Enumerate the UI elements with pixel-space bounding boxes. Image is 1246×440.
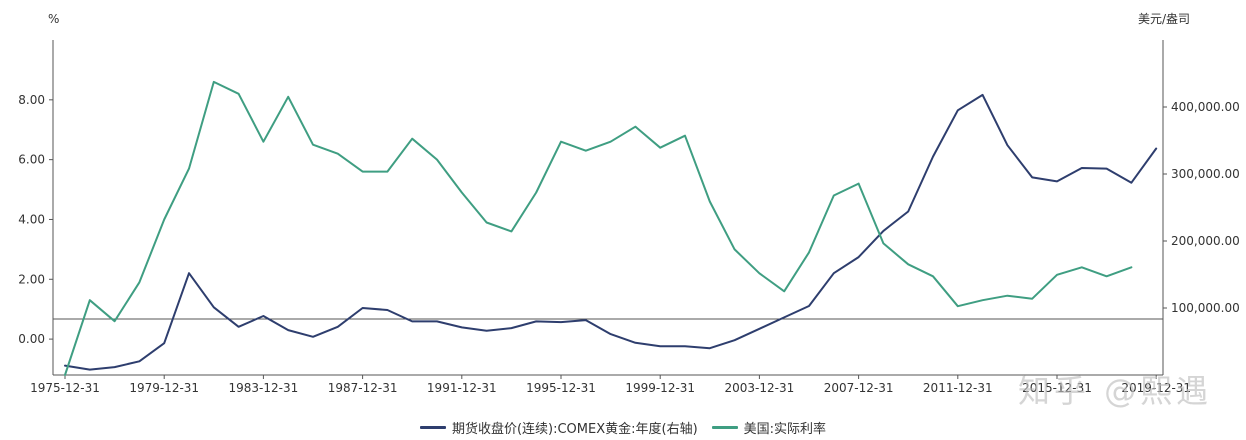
x-tick-label: 2007-12-31 [824,381,894,395]
x-tick-label: 1999-12-31 [625,381,695,395]
legend-label-gold: 期货收盘价(连续):COMEX黄金:年度(右轴) [451,421,698,437]
left-axis-ticks: 0.00 2.00 4.00 6.00 8.00 [18,93,53,346]
legend-item-real-rate[interactable]: 美国:实际利率 [711,418,827,437]
x-tick-label: 1987-12-31 [328,381,398,395]
right-axis-unit: 美元/盎司 [1138,12,1190,26]
right-tick-label: 400,000.00 [1171,100,1240,114]
legend-label-real-rate: 美国:实际利率 [743,421,827,437]
right-tick-label: 100,000.00 [1171,301,1240,315]
left-tick-label: 0.00 [18,332,45,346]
left-tick-label: 4.00 [18,212,45,226]
legend: 期货收盘价(连续):COMEX黄金:年度(右轴) 美国:实际利率 [0,416,1246,438]
x-axis-ticks: 1975-12-31 1979-12-31 1983-12-31 1987-12-31… [30,374,1191,395]
x-tick-label: 2011-12-31 [923,381,993,395]
right-tick-label: 200,000.00 [1171,234,1240,248]
series-layer [64,80,1158,376]
legend-swatch-real-rate [711,425,738,429]
right-tick-label: 300,000.00 [1171,167,1240,181]
watermark: 知乎 @熙遇 [1018,372,1213,410]
left-tick-label: 6.00 [18,153,45,167]
x-tick-label: 2003-12-31 [725,381,795,395]
left-tick-label: 2.00 [18,272,45,286]
legend-swatch-gold [419,425,446,429]
x-tick-label: 2015-12-31 [1022,381,1092,395]
series-line-gold [64,93,1158,371]
x-tick-label: 1991-12-31 [427,381,497,395]
x-tick-label: 1983-12-31 [229,381,299,395]
legend-item-gold[interactable]: 期货收盘价(连续):COMEX黄金:年度(右轴) [419,418,698,437]
series-line-real-rate [64,80,1133,376]
right-axis-ticks: 100,000.00 200,000.00 300,000.00 400,000.00 [1163,100,1240,315]
x-tick-label: 1995-12-31 [526,381,596,395]
x-tick-label: 1975-12-31 [30,381,100,395]
left-axis-unit: % [48,12,59,26]
chart-canvas: % 美元/盎司 0.00 2.00 4.00 6.00 8.00 100,000.00 2… [18,12,1240,395]
left-tick-label: 8.00 [18,93,45,107]
x-tick-label: 1979-12-31 [129,381,199,395]
x-tick-label: 2019-12-31 [1121,381,1191,395]
